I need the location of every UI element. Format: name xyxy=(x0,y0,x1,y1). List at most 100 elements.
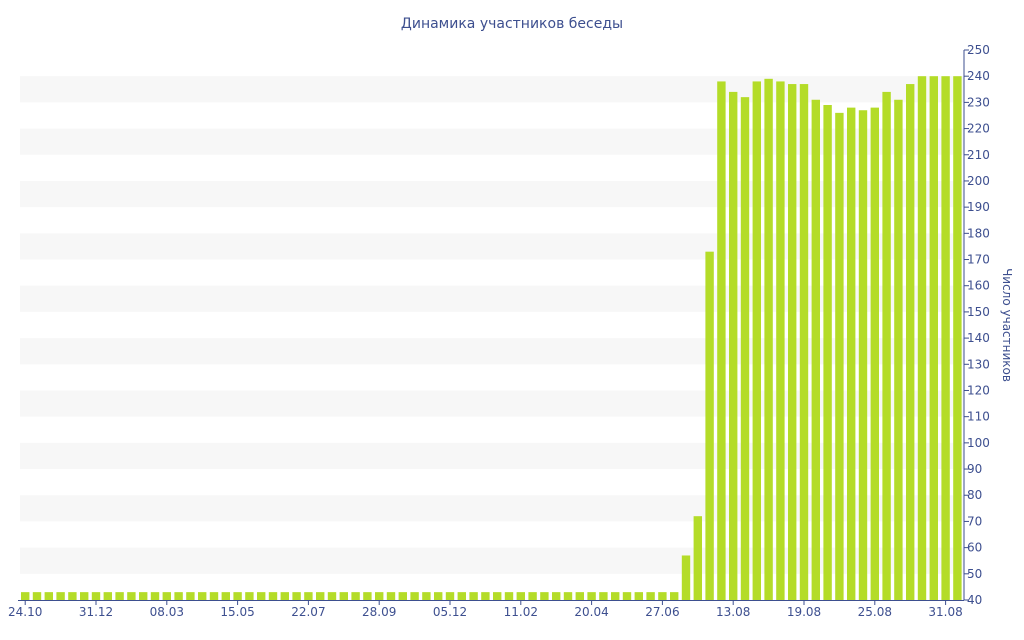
bar xyxy=(127,592,136,600)
bar xyxy=(941,76,950,600)
bar xyxy=(693,516,702,600)
bar xyxy=(835,112,844,601)
chart-title: Динамика участников беседы xyxy=(401,16,623,32)
bar xyxy=(115,592,124,600)
bar xyxy=(575,592,584,600)
x-tick-label: 11.02 xyxy=(504,605,538,619)
bar xyxy=(292,592,301,600)
x-tick-label: 24.10 xyxy=(8,605,42,619)
bar xyxy=(44,592,53,600)
bar xyxy=(646,592,655,600)
grid-band xyxy=(20,547,964,574)
bar xyxy=(316,592,325,600)
y-tick-label: 60 xyxy=(967,541,982,555)
grid-band xyxy=(20,390,964,417)
bar xyxy=(882,91,891,601)
bar xyxy=(268,592,278,600)
bar xyxy=(611,592,620,600)
grid-band xyxy=(20,233,964,260)
bar xyxy=(563,592,573,600)
x-tick-label: 25.08 xyxy=(858,605,892,619)
bar xyxy=(339,592,348,600)
bar xyxy=(80,592,89,600)
y-tick-label: 170 xyxy=(967,253,990,267)
bar xyxy=(351,592,360,600)
bar xyxy=(681,555,691,600)
x-tick-label: 08.03 xyxy=(150,605,184,619)
grid-band xyxy=(20,495,964,522)
bar xyxy=(917,76,927,600)
bars xyxy=(21,76,962,601)
bar xyxy=(398,592,407,600)
bar xyxy=(363,592,372,600)
y-tick-label: 200 xyxy=(967,174,990,188)
bar xyxy=(221,592,230,600)
bar xyxy=(245,592,254,600)
y-tick-label: 130 xyxy=(967,357,990,371)
x-tick-label: 27.06 xyxy=(645,605,679,619)
bar xyxy=(434,592,443,600)
bar xyxy=(457,592,466,600)
bar xyxy=(516,592,525,600)
bar xyxy=(209,592,219,600)
bar xyxy=(481,592,490,600)
y-axis-title: Число участников xyxy=(1000,268,1014,382)
bar xyxy=(622,592,632,600)
y-tick-label: 90 xyxy=(967,462,982,476)
y-tick-label: 150 xyxy=(967,305,990,319)
bar xyxy=(540,592,549,600)
grid-bands xyxy=(20,76,964,574)
bar xyxy=(764,78,773,600)
bar xyxy=(929,76,938,600)
bar xyxy=(740,97,750,600)
x-tick-label: 20.04 xyxy=(574,605,608,619)
bar xyxy=(186,592,195,600)
bar xyxy=(257,592,266,600)
bar xyxy=(634,592,643,600)
bar xyxy=(788,84,797,601)
bar xyxy=(375,592,384,600)
bar xyxy=(870,107,879,601)
bar xyxy=(56,592,65,600)
y-tick-label: 120 xyxy=(967,383,990,397)
y-tick-label: 140 xyxy=(967,331,990,345)
y-tick-label: 250 xyxy=(967,43,990,57)
bar xyxy=(162,592,171,600)
y-tick-label: 80 xyxy=(967,488,982,502)
bar xyxy=(21,592,30,600)
grid-band xyxy=(20,128,964,155)
bar xyxy=(422,592,431,600)
bar xyxy=(233,592,242,600)
bar xyxy=(528,592,537,600)
y-tick-label: 190 xyxy=(967,200,990,214)
x-tick-label: 31.08 xyxy=(928,605,962,619)
grid-band xyxy=(20,180,964,208)
bar xyxy=(729,91,738,601)
x-tick-label: 15.05 xyxy=(220,605,254,619)
y-tick-label: 160 xyxy=(967,279,990,293)
x-tick-label: 13.08 xyxy=(716,605,750,619)
bar xyxy=(139,592,148,600)
bar xyxy=(953,76,962,600)
bar xyxy=(717,81,726,601)
grid-band xyxy=(20,338,964,365)
axes xyxy=(18,50,965,601)
grid-band xyxy=(20,442,964,470)
x-tick-label: 28.09 xyxy=(362,605,396,619)
y-tick-label: 50 xyxy=(967,567,982,581)
bar xyxy=(906,84,915,601)
bar xyxy=(705,251,714,601)
grid-band xyxy=(20,76,964,103)
bar xyxy=(32,592,42,600)
y-tick-label: 210 xyxy=(967,148,990,162)
y-tick-label: 220 xyxy=(967,122,990,136)
bar xyxy=(304,592,313,600)
bar xyxy=(894,99,903,600)
y-tick-label: 40 xyxy=(967,593,982,607)
bar xyxy=(469,592,478,600)
x-tick-label: 05.12 xyxy=(433,605,467,619)
grid-band xyxy=(20,285,964,312)
y-tick-labels: 40 50 60 70 80 90 100 110 120 130 140 150 160 170 180 1… xyxy=(964,43,990,607)
bar xyxy=(150,592,160,600)
